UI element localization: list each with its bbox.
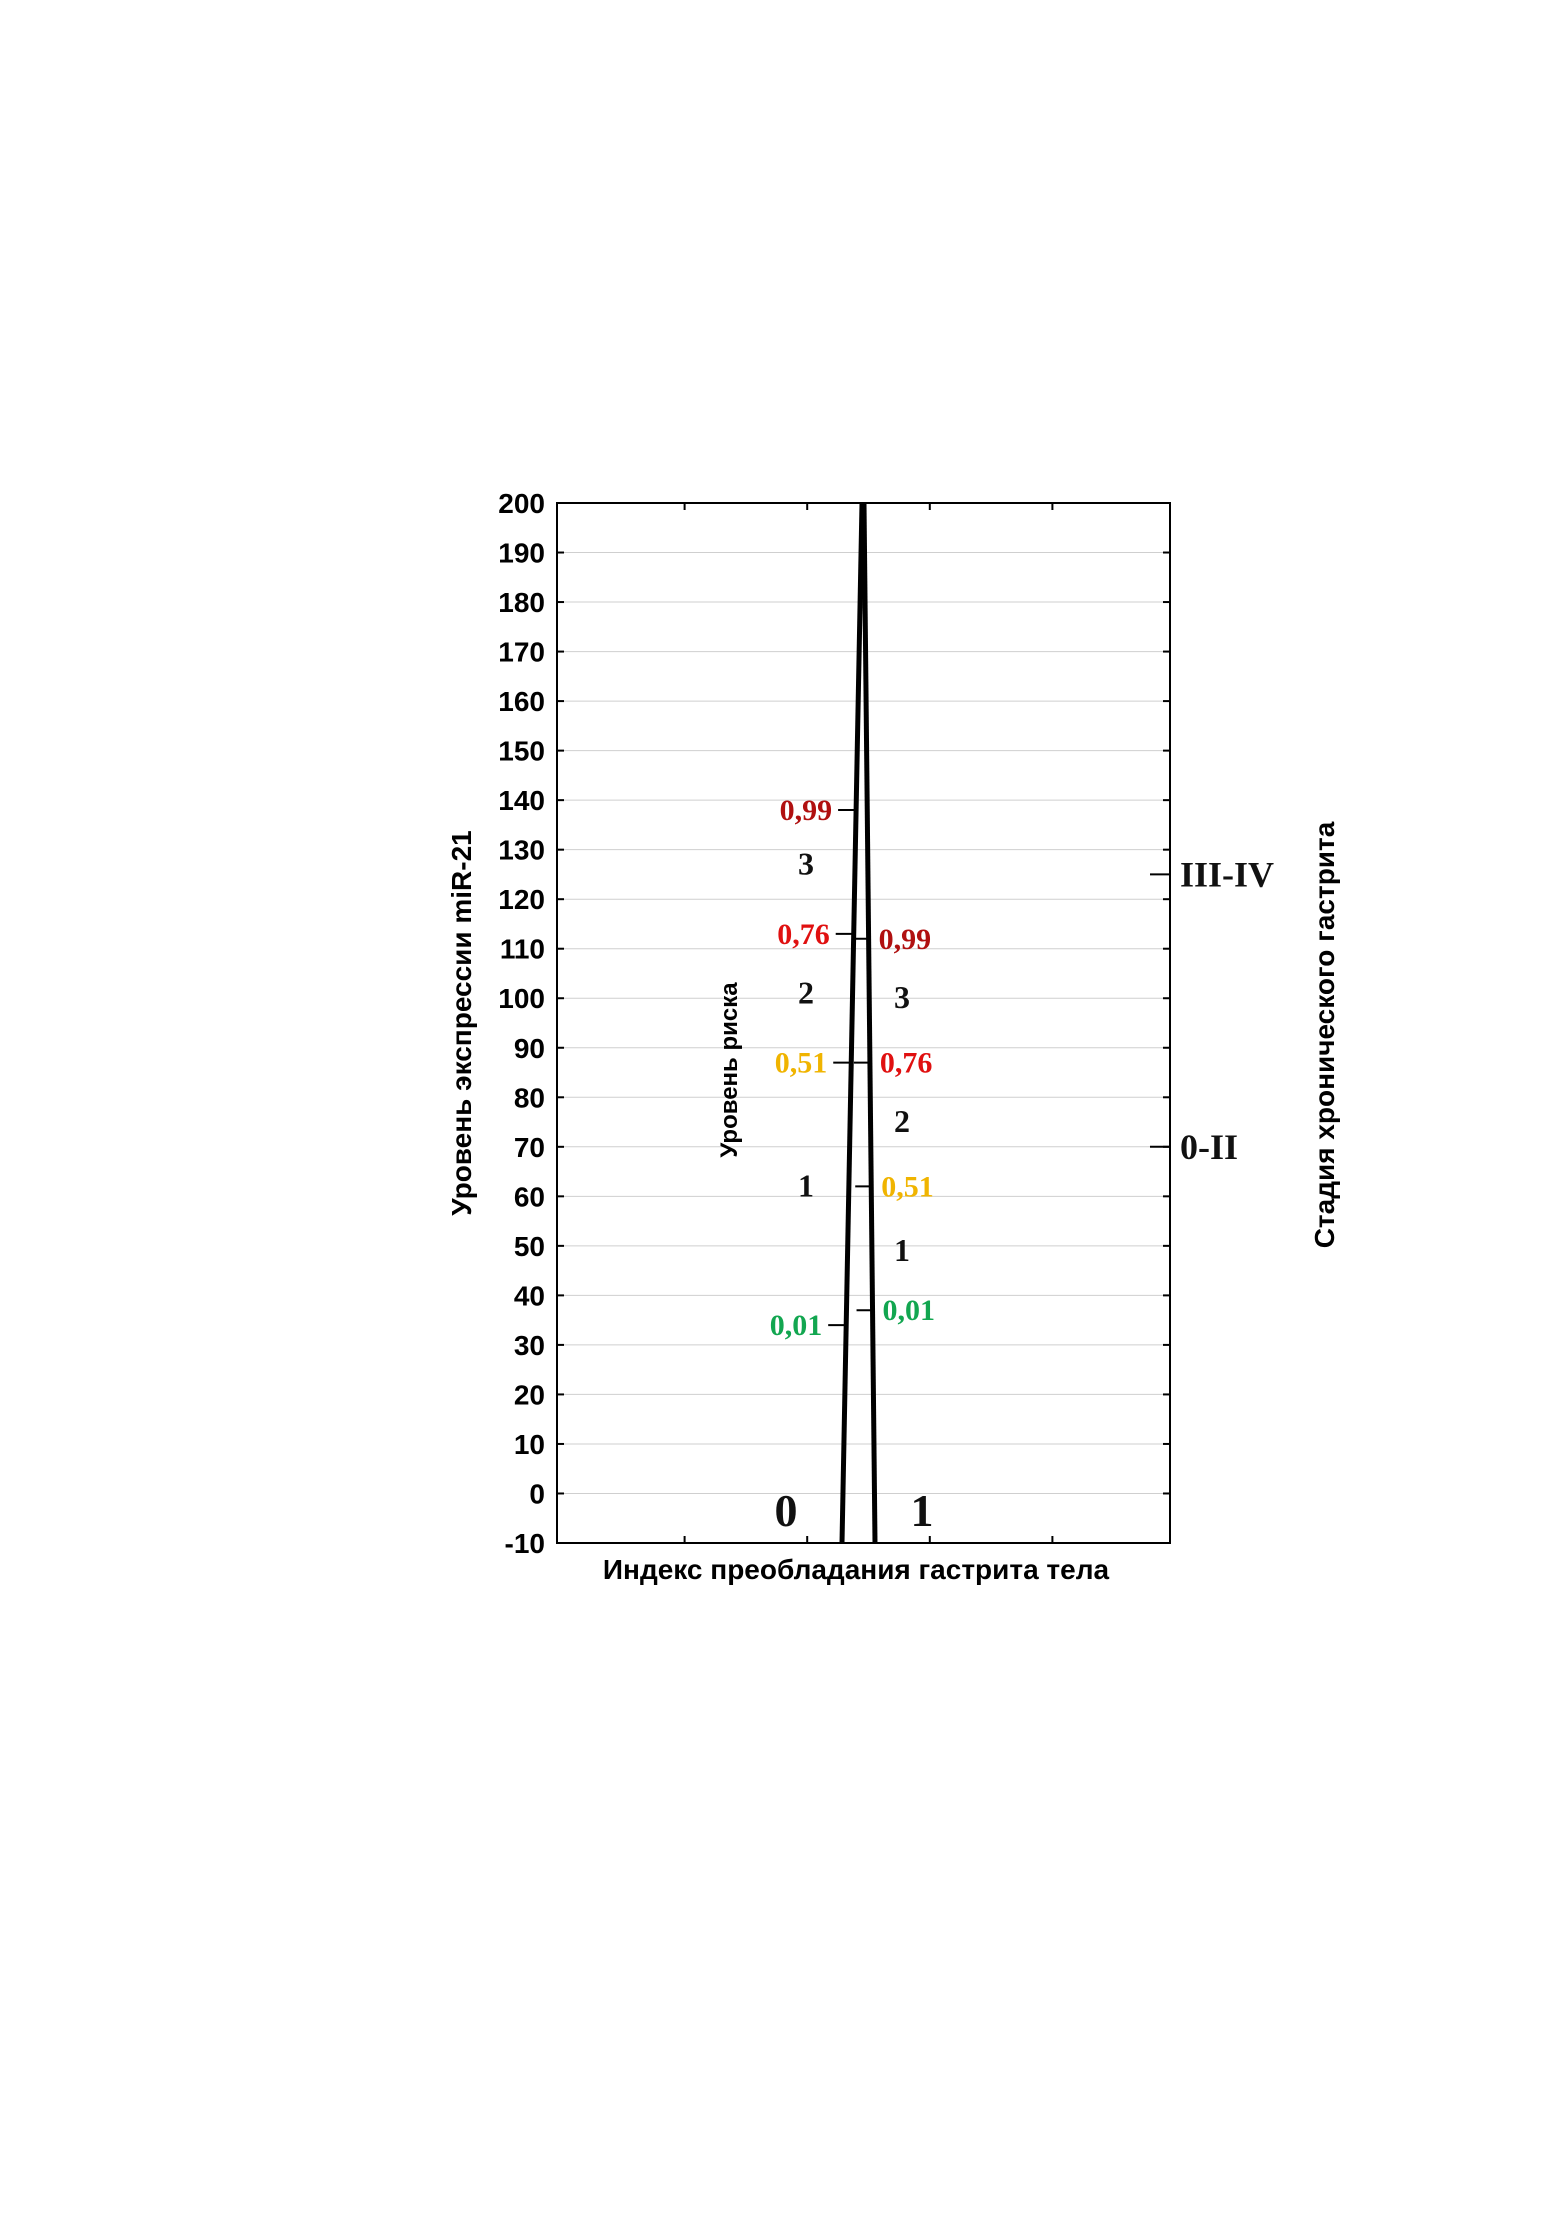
plot-frame	[556, 502, 1171, 1544]
x-axis-title: Индекс преобладания гастрита тела	[603, 1554, 1110, 1585]
group-label-0: 0	[775, 1485, 798, 1536]
right-axis-title: Стадия хронического гастрита	[1309, 821, 1340, 1248]
right-risk-level-label: 3	[894, 979, 910, 1015]
left-prob-label: 0,51	[775, 1047, 828, 1080]
left-prob-label: 0,01	[770, 1309, 823, 1342]
y-tick-label: 130	[498, 835, 545, 866]
y-tick-label: 40	[514, 1280, 545, 1311]
risk-level-title: Уровень риска	[716, 982, 743, 1158]
y-tick-label: 70	[514, 1132, 545, 1163]
gridlines	[557, 552, 1170, 1494]
y-tick-label: 90	[514, 1033, 545, 1064]
y-tick-label: -10	[505, 1528, 545, 1559]
y-tick-label: 100	[498, 983, 545, 1014]
y-tick-label: 140	[498, 785, 545, 816]
right-risk-level-label: 1	[894, 1232, 910, 1268]
left-risk-level-label: 1	[798, 1167, 814, 1203]
left-risk-level-label: 3	[798, 846, 814, 882]
y-tick-label: 10	[514, 1429, 545, 1460]
y-axis-title: Уровень экспрессии miR-21	[446, 830, 477, 1216]
x-axis-ticks	[683, 503, 1054, 1543]
right-prob-label: 0,51	[881, 1170, 934, 1203]
left-prob-label: 0,99	[780, 794, 833, 827]
y-tick-label: 160	[498, 686, 545, 717]
y-tick-label: 170	[498, 637, 545, 668]
right-prob-label: 0,01	[883, 1294, 936, 1327]
y-tick-label: 80	[514, 1082, 545, 1113]
y-tick-label: 20	[514, 1379, 545, 1410]
y-tick-label: 60	[514, 1181, 545, 1212]
y-tick-label: 150	[498, 736, 545, 767]
left-prob-label: 0,76	[777, 918, 830, 951]
left-risk-level-label: 2	[798, 974, 814, 1010]
nomogram-marks: 0 1 0,01 0,51 0,76 0,99 1 2 3 0,01 0,51 0,76 0,99 1 2 3…	[770, 794, 1274, 1536]
y-tick-label: 200	[498, 488, 545, 519]
y-tick-label: 110	[500, 934, 545, 965]
group-label-1: 1	[911, 1485, 934, 1536]
y-tick-label: 190	[498, 538, 545, 569]
nomogram-line-group-1	[861, 502, 878, 1544]
y-tick-label: 30	[514, 1330, 545, 1361]
right-prob-label: 0,76	[880, 1047, 933, 1080]
right-risk-level-label: 2	[894, 1103, 910, 1139]
y-tick-label: 0	[529, 1478, 545, 1509]
y-axis-ticks: 2001901801701601501401301201101009080706…	[498, 488, 1170, 1559]
y-tick-label: 180	[498, 587, 545, 618]
y-tick-label: 120	[498, 884, 545, 915]
nomogram-line-group-0	[839, 502, 865, 1544]
y-tick-label: 50	[514, 1231, 545, 1262]
stage-label: III-IV	[1180, 854, 1274, 894]
stage-label: 0-II	[1180, 1127, 1238, 1167]
nomogram-lines	[839, 502, 878, 1544]
right-prob-label: 0,99	[879, 923, 932, 956]
